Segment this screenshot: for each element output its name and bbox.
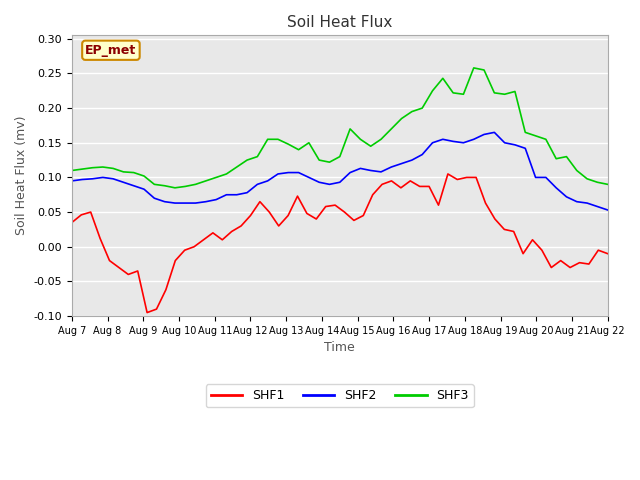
Legend: SHF1, SHF2, SHF3: SHF1, SHF2, SHF3 <box>205 384 474 407</box>
Y-axis label: Soil Heat Flux (mv): Soil Heat Flux (mv) <box>15 116 28 235</box>
X-axis label: Time: Time <box>324 341 355 354</box>
Text: EP_met: EP_met <box>85 44 136 57</box>
Title: Soil Heat Flux: Soil Heat Flux <box>287 15 392 30</box>
